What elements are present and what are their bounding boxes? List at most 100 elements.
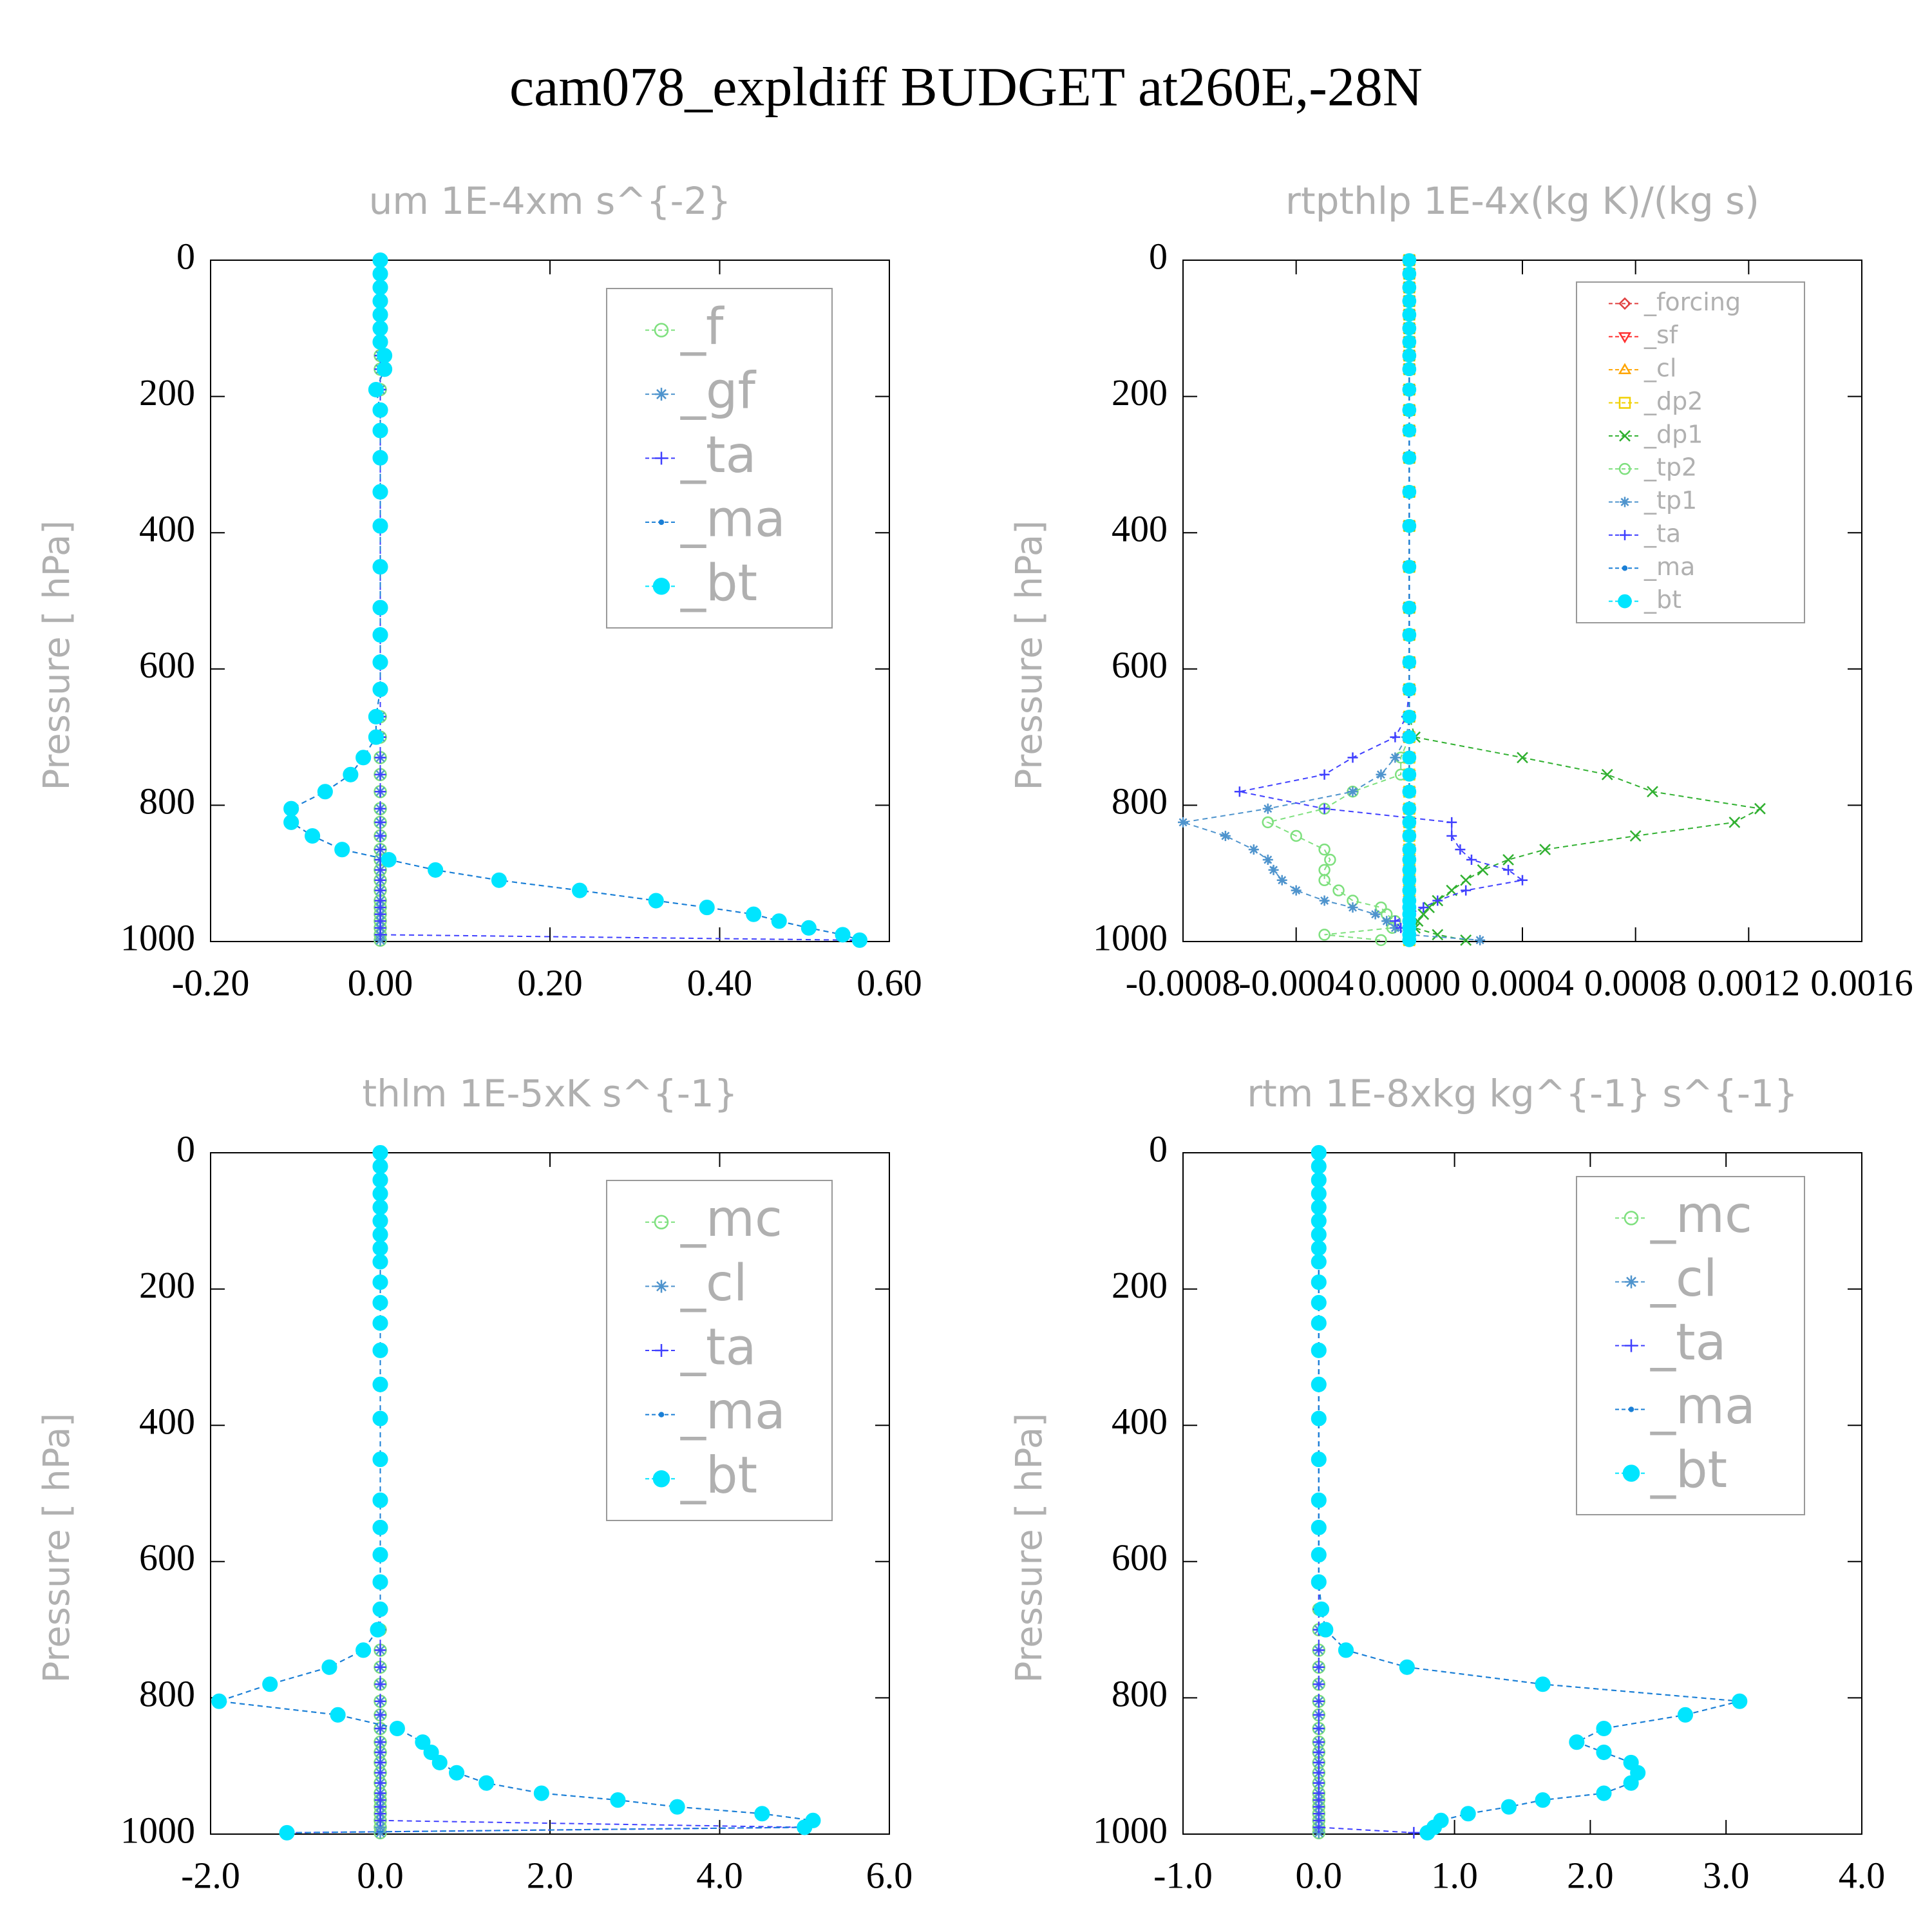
marker [1381, 916, 1392, 927]
y-tick-label: 600 [1112, 644, 1168, 686]
marker [372, 1144, 388, 1161]
marker [1402, 253, 1417, 267]
marker [1402, 560, 1417, 574]
y-tick-label: 400 [1112, 1401, 1168, 1443]
marker [1312, 1678, 1325, 1690]
marker [1402, 933, 1417, 947]
legend-marker [1628, 1406, 1634, 1412]
marker [374, 1747, 386, 1759]
x-tick-label: 3.0 [1703, 1854, 1750, 1896]
marker [1318, 1622, 1334, 1638]
legend-label: _cl [680, 1255, 748, 1312]
marker [1324, 853, 1336, 866]
legend-label: _ma [1643, 553, 1695, 581]
marker [377, 348, 393, 364]
marker [374, 768, 386, 781]
marker [1455, 844, 1466, 855]
marker [1402, 518, 1417, 533]
legend-label: _sf [1643, 321, 1679, 349]
x-tick-label: -0.0008 [1126, 961, 1241, 1003]
marker [372, 627, 388, 643]
marker [1460, 934, 1472, 946]
marker [372, 1159, 388, 1175]
legend-marker [1624, 1211, 1639, 1226]
marker [1402, 383, 1417, 397]
marker [1501, 1799, 1517, 1815]
marker [746, 906, 762, 922]
marker [1461, 885, 1472, 896]
marker [1423, 902, 1435, 913]
marker [374, 1678, 386, 1690]
x-tick-label: 0.40 [687, 961, 753, 1003]
marker [372, 422, 388, 439]
marker [1402, 484, 1417, 499]
marker [771, 913, 787, 929]
marker [372, 1213, 388, 1229]
marker [1311, 1574, 1327, 1590]
marker [1629, 830, 1642, 842]
marker [1402, 767, 1417, 782]
marker [1312, 1821, 1325, 1833]
legend-label: _bt [1643, 585, 1681, 614]
marker [343, 766, 359, 782]
marker [1311, 1144, 1327, 1161]
marker [1601, 768, 1613, 781]
marker [1517, 875, 1528, 886]
y-tick-label: 1000 [1093, 916, 1168, 958]
marker [1375, 934, 1387, 947]
x-tick-label: 0.00 [348, 961, 413, 1003]
marker [1432, 895, 1443, 906]
legend-label: _tp2 [1643, 453, 1697, 482]
marker [1399, 1659, 1415, 1675]
marker [1248, 844, 1259, 855]
marker [374, 1814, 386, 1826]
marker [368, 381, 384, 398]
marker [374, 1756, 386, 1768]
marker [1338, 1642, 1354, 1658]
marker [423, 1744, 439, 1761]
marker [372, 402, 388, 418]
legend-marker [1618, 363, 1632, 374]
marker [1432, 929, 1444, 941]
legend-marker [652, 578, 670, 595]
marker [1318, 929, 1331, 941]
legend-marker [658, 519, 665, 526]
marker [374, 1826, 386, 1839]
legend-label: _bt [1650, 1441, 1727, 1499]
marker [211, 1693, 227, 1709]
marker [372, 1254, 388, 1270]
legend-label: _f [680, 298, 724, 356]
legend-label: _ta [680, 426, 756, 484]
legend-label: _ma [1650, 1378, 1756, 1435]
legend-label: _tp1 [1643, 486, 1697, 515]
marker [1312, 1644, 1325, 1656]
marker [797, 1819, 813, 1835]
marker [1402, 362, 1417, 377]
marker [1311, 1410, 1327, 1426]
marker [415, 1734, 431, 1750]
legend-marker [655, 1344, 668, 1357]
legend-marker [1618, 397, 1631, 409]
y-axis-label: Pressure [ hPa] [1009, 1413, 1050, 1683]
x-tick-label: 4.0 [1839, 1854, 1886, 1896]
marker [374, 1661, 386, 1673]
marker [1402, 335, 1417, 349]
marker [1390, 732, 1401, 743]
marker [372, 1294, 388, 1311]
marker [1311, 1172, 1327, 1188]
x-tick-label: 2.0 [1567, 1854, 1614, 1896]
marker [372, 1376, 388, 1392]
y-axis-label: Pressure [ hPa] [1009, 520, 1050, 790]
marker [372, 307, 388, 323]
x-tick-label: 0.20 [517, 961, 583, 1003]
marker [1262, 803, 1273, 814]
marker [372, 654, 388, 670]
marker [377, 361, 393, 377]
legend-box [1576, 281, 1805, 623]
y-tick-label: 0 [176, 235, 195, 277]
marker [1402, 628, 1417, 642]
y-tick-label: 1000 [120, 1809, 195, 1851]
marker [374, 786, 386, 798]
marker [1446, 817, 1457, 828]
